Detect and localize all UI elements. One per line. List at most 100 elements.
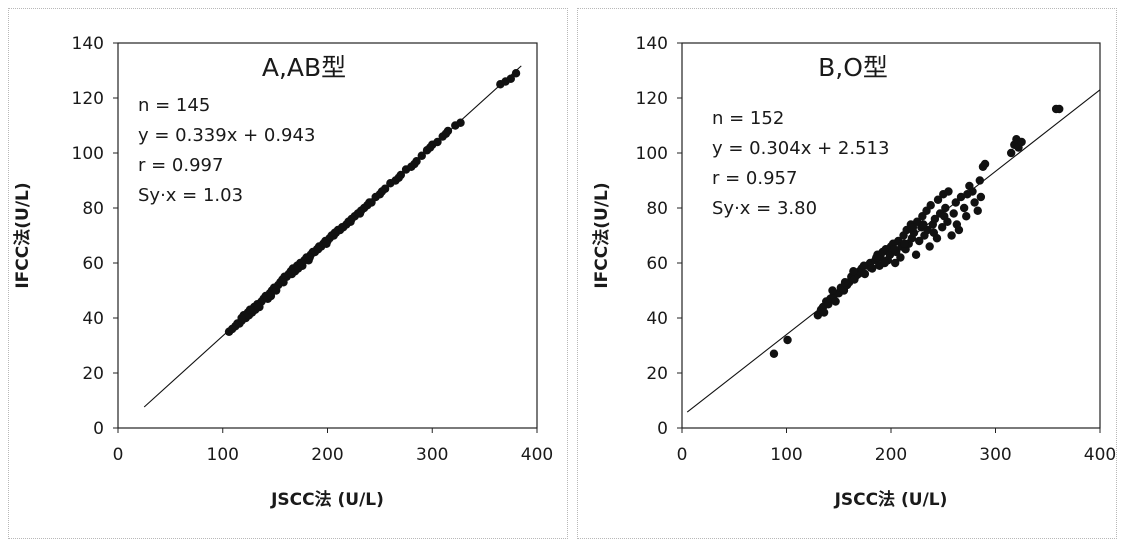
data-point (305, 253, 314, 262)
data-point (944, 187, 953, 196)
x-tick-label: 0 (677, 445, 688, 465)
data-point (975, 176, 985, 185)
data-point (872, 253, 881, 262)
y-tick-label: 140 (636, 34, 668, 54)
y-tick-label: 20 (82, 364, 104, 384)
stats-line: n = 145 (138, 95, 210, 116)
data-point (880, 258, 889, 268)
data-point (956, 192, 966, 202)
data-point (949, 209, 958, 218)
y-axis-label: IFCC法(U/L) (12, 182, 33, 288)
y-tick-label: 0 (657, 419, 668, 439)
y-tick-label: 80 (646, 199, 668, 219)
stats-line: y = 0.304x + 2.513 (712, 138, 889, 159)
y-tick-label: 140 (72, 34, 104, 54)
y-tick-label: 0 (93, 419, 104, 439)
data-point (1017, 137, 1026, 147)
data-point (900, 239, 909, 248)
data-point (245, 305, 255, 314)
data-point (925, 242, 934, 251)
data-point (947, 231, 956, 240)
x-tick-label: 300 (979, 445, 1011, 465)
data-point (849, 267, 858, 276)
stats-line: y = 0.339x + 0.943 (138, 125, 315, 146)
y-tick-label: 120 (636, 89, 668, 109)
data-point (930, 214, 940, 224)
data-point (933, 195, 943, 204)
data-point (337, 223, 347, 232)
data-point (1055, 104, 1064, 114)
data-point (911, 250, 921, 259)
data-point (831, 297, 840, 306)
x-tick-label: 400 (521, 445, 553, 465)
y-tick-label: 120 (72, 89, 104, 109)
x-tick-label: 200 (311, 445, 343, 465)
data-point (425, 143, 435, 152)
y-tick-label: 80 (82, 199, 104, 219)
x-tick-label: 300 (416, 445, 448, 465)
x-tick-label: 0 (113, 445, 124, 465)
x-tick-label: 400 (1084, 445, 1116, 465)
data-point (970, 198, 979, 207)
data-point (365, 198, 374, 207)
data-point (941, 203, 950, 213)
y-tick-label: 60 (82, 254, 104, 274)
data-point (938, 223, 947, 232)
data-point (506, 74, 516, 83)
data-point (511, 69, 521, 78)
stats-line: n = 152 (712, 108, 784, 129)
data-point (266, 291, 276, 301)
y-axis-label: IFCC法(U/L) (591, 182, 612, 288)
data-point (1006, 148, 1016, 158)
panel-frame-right (577, 8, 1117, 539)
data-point (867, 264, 877, 273)
stats-line: Sy·x = 3.80 (712, 198, 817, 219)
data-point (297, 258, 306, 268)
data-point (346, 217, 355, 226)
data-point (456, 118, 465, 127)
data-point (889, 245, 899, 254)
data-point (254, 302, 263, 312)
data-point (890, 258, 900, 268)
data-point (952, 220, 962, 229)
data-point (313, 245, 323, 254)
chart-panel-right: 0 20 40 60 80 100 120 140 0 100 200 300 400 JSCC法 (U/… (591, 34, 1116, 510)
data-point (769, 349, 779, 358)
data-point (433, 137, 442, 147)
x-tick-label: 200 (875, 445, 907, 465)
data-point (926, 201, 935, 210)
data-point (322, 239, 331, 248)
y-tick-label: 40 (646, 309, 668, 329)
data-point (976, 192, 986, 202)
data-point (963, 190, 972, 199)
stats-line: r = 0.957 (712, 168, 797, 189)
data-point (330, 228, 340, 237)
data-point (394, 173, 403, 182)
data-point (355, 209, 365, 218)
y-tick-label: 40 (82, 309, 104, 329)
chart-title: B,O型 (818, 53, 888, 82)
stats-line: r = 0.997 (138, 155, 223, 176)
data-point (896, 253, 905, 262)
x-tick-label: 100 (207, 445, 239, 465)
y-tick-label: 100 (636, 144, 668, 164)
data-point (417, 151, 426, 160)
chart-title: A,AB型 (262, 53, 346, 82)
data-point (919, 220, 928, 229)
data-point (840, 278, 850, 287)
y-tick-label: 100 (72, 144, 104, 164)
data-point (959, 203, 969, 213)
data-point (410, 159, 419, 169)
data-point (860, 269, 870, 279)
chart-panel-left: 0 20 40 60 80 100 120 140 0 100 200 300 400 JSCC法 (U/… (12, 34, 553, 510)
data-point (940, 212, 949, 221)
data-point (929, 228, 939, 237)
data-point (287, 269, 297, 279)
data-point (908, 223, 918, 232)
data-point (377, 187, 387, 196)
data-point (859, 261, 869, 270)
data-point (951, 198, 960, 207)
x-axis-label: JSCC法 (U/L) (834, 489, 948, 510)
